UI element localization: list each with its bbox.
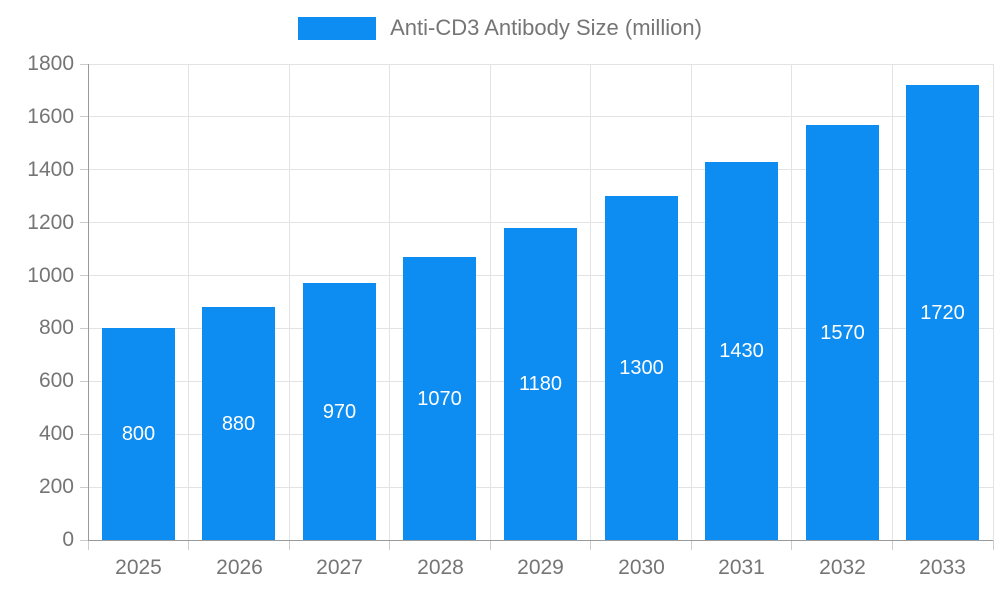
x-axis-tick [188, 540, 190, 550]
x-axis-tick [489, 540, 491, 550]
bar-value-label: 1180 [518, 373, 562, 395]
legend-label: Anti-CD3 Antibody Size (million) [390, 15, 702, 40]
bar-value-label: 1720 [920, 302, 965, 324]
chart-legend[interactable]: Anti-CD3 Antibody Size (million) [0, 15, 1000, 41]
bar-2025[interactable]: 800 [102, 328, 175, 540]
y-axis-tick [80, 486, 88, 488]
bar-2031[interactable]: 1430 [705, 162, 778, 540]
x-axis-line [88, 540, 993, 541]
x-axis-tick [389, 540, 391, 550]
bar-2033[interactable]: 1720 [906, 85, 979, 540]
x-axis-tick [791, 540, 793, 550]
bar-value-label: 970 [322, 401, 357, 423]
y-axis-tick [80, 539, 88, 541]
gridline-vertical [288, 64, 290, 540]
y-axis-tick [80, 63, 88, 65]
x-axis-label: 2025 [115, 556, 162, 579]
x-axis-tick [690, 540, 692, 550]
bar-value-label: 1430 [719, 340, 764, 362]
x-axis-label: 2031 [718, 556, 765, 579]
y-axis-label: 400 [38, 422, 74, 446]
y-axis-label: 1400 [27, 157, 74, 181]
x-axis-tick [288, 540, 290, 550]
legend-swatch-icon [298, 16, 377, 40]
y-axis-label: 200 [38, 475, 74, 499]
gridline-vertical [188, 64, 190, 540]
x-axis-tick [87, 540, 89, 550]
y-axis-tick [80, 327, 88, 329]
y-axis-label: 800 [38, 316, 74, 340]
bar-value-label: 1070 [417, 388, 462, 410]
y-axis-tick [80, 380, 88, 382]
y-axis-label: 1000 [27, 263, 74, 287]
y-axis-label: 1200 [27, 210, 74, 234]
y-axis-label: 1600 [27, 104, 74, 128]
y-axis-tick [80, 169, 88, 171]
x-axis-label: 2030 [618, 556, 665, 579]
bar-value-label: 800 [121, 423, 156, 445]
y-axis-tick [80, 275, 88, 277]
gridline-vertical [489, 64, 491, 540]
y-axis-label: 1800 [27, 52, 74, 75]
x-axis-label: 2026 [216, 556, 263, 579]
x-axis-label: 2029 [517, 556, 564, 579]
y-axis-label: 600 [38, 369, 74, 393]
x-axis-tick [891, 540, 893, 550]
gridline-horizontal [88, 169, 993, 171]
y-axis-label: 0 [62, 528, 74, 551]
gridline-horizontal [88, 63, 993, 65]
y-axis-tick [80, 222, 88, 224]
x-axis-tick [992, 540, 994, 550]
x-axis-tick [590, 540, 592, 550]
bar-2026[interactable]: 880 [202, 307, 275, 540]
gridline-vertical [891, 64, 893, 540]
x-axis-label: 2032 [819, 556, 866, 579]
bar-2027[interactable]: 970 [303, 283, 376, 540]
bar-2028[interactable]: 1070 [403, 257, 476, 540]
gridline-horizontal [88, 116, 993, 118]
bar-2030[interactable]: 1300 [605, 196, 678, 540]
y-axis-line [88, 64, 89, 541]
y-axis-tick [80, 116, 88, 118]
x-axis-label: 2028 [417, 556, 464, 579]
bar-2032[interactable]: 1570 [806, 125, 879, 540]
gridline-vertical [992, 64, 994, 540]
gridline-vertical [690, 64, 692, 540]
gridline-horizontal [88, 222, 993, 224]
bar-2029[interactable]: 1180 [504, 228, 577, 540]
x-axis-label: 2033 [919, 556, 966, 579]
x-axis-label: 2027 [316, 556, 363, 579]
y-axis-tick [80, 433, 88, 435]
gridline-vertical [590, 64, 592, 540]
gridline-vertical [389, 64, 391, 540]
bar-value-label: 1300 [619, 357, 664, 379]
bar-value-label: 1570 [820, 322, 865, 344]
gridline-vertical [791, 64, 793, 540]
bar-value-label: 880 [221, 413, 256, 435]
